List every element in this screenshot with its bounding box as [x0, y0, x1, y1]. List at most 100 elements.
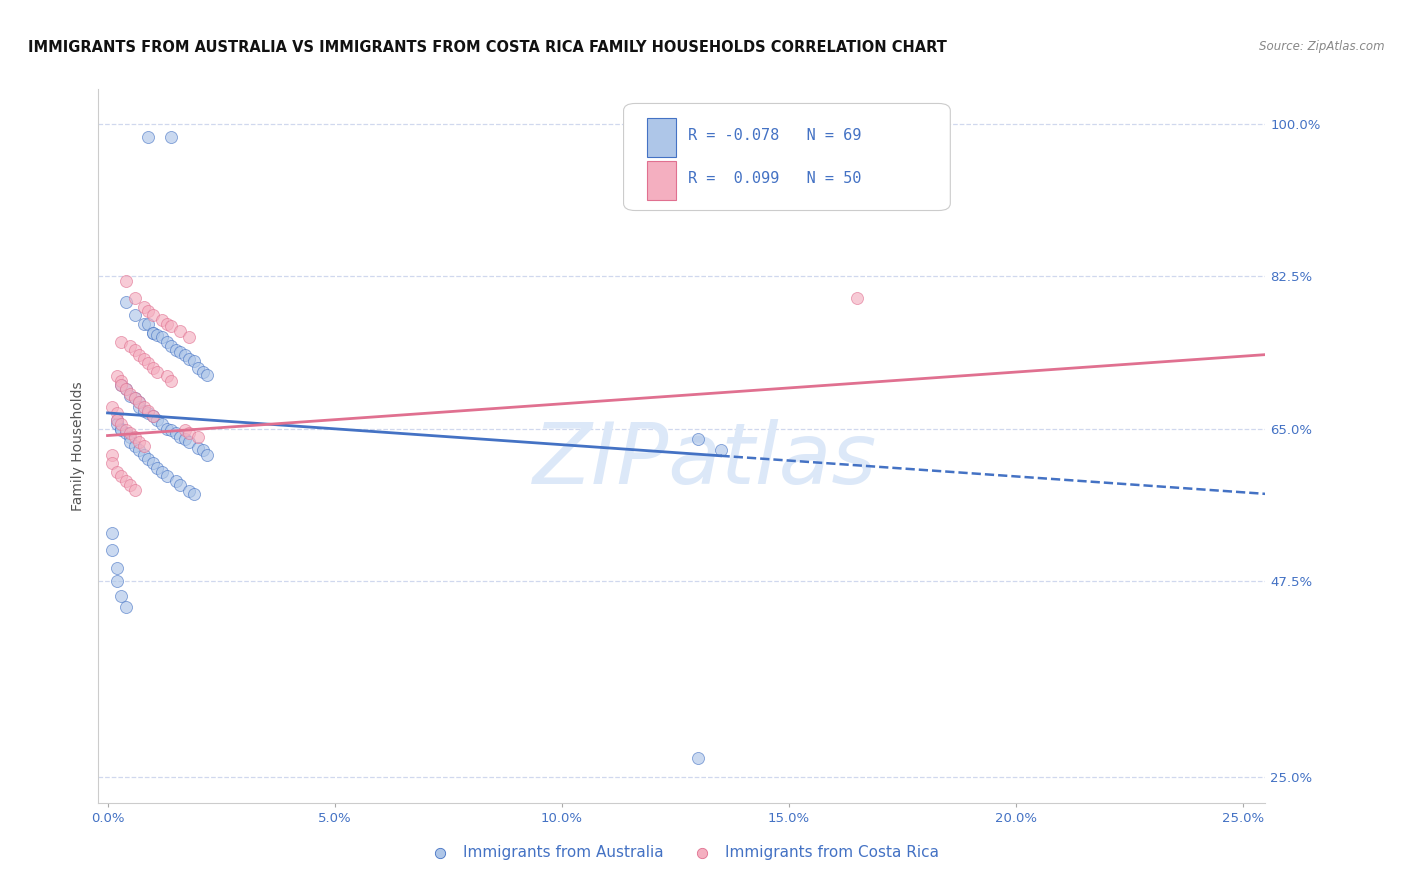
Point — [179, 330, 201, 344]
Point — [128, 395, 150, 409]
Point — [165, 425, 187, 440]
Point — [173, 348, 195, 362]
Point — [191, 443, 214, 458]
Point — [142, 409, 165, 423]
Point — [146, 460, 169, 475]
Point — [160, 318, 183, 333]
Point — [197, 368, 219, 382]
Text: IMMIGRANTS FROM AUSTRALIA VS IMMIGRANTS FROM COSTA RICA FAMILY HOUSEHOLDS CORREL: IMMIGRANTS FROM AUSTRALIA VS IMMIGRANTS … — [28, 40, 948, 55]
Text: ZIPatlas: ZIPatlas — [533, 418, 877, 502]
Point — [138, 304, 160, 318]
Point — [155, 421, 177, 435]
Point — [120, 478, 142, 492]
Point — [124, 391, 146, 405]
Point — [105, 413, 128, 427]
Point — [146, 327, 169, 342]
Point — [101, 448, 124, 462]
Point — [128, 434, 150, 449]
Text: Source: ZipAtlas.com: Source: ZipAtlas.com — [1260, 40, 1385, 54]
Point — [179, 434, 201, 449]
Point — [150, 465, 173, 479]
Point — [101, 543, 124, 558]
Point — [105, 417, 128, 432]
Point — [110, 374, 132, 388]
Point — [138, 404, 160, 418]
Point — [110, 378, 132, 392]
Point — [138, 452, 160, 467]
Point — [120, 339, 142, 353]
Text: R = -0.078   N = 69: R = -0.078 N = 69 — [688, 128, 860, 144]
Point — [124, 343, 146, 358]
Point — [686, 432, 709, 446]
Point — [138, 130, 160, 145]
Point — [132, 439, 155, 453]
Point — [155, 469, 177, 483]
Bar — [647, 161, 676, 200]
Point — [124, 483, 146, 497]
Point — [132, 404, 155, 418]
Point — [845, 291, 868, 305]
Point — [150, 330, 173, 344]
Point — [142, 309, 165, 323]
Point — [105, 465, 128, 479]
Point — [128, 443, 150, 458]
Point — [101, 400, 124, 414]
Point — [114, 599, 136, 614]
Point — [120, 430, 142, 444]
Point — [179, 484, 201, 499]
Point — [110, 417, 132, 432]
Point — [132, 300, 155, 314]
Point — [146, 365, 169, 379]
Point — [120, 434, 142, 449]
Point — [179, 425, 201, 440]
Point — [169, 430, 191, 444]
Point — [114, 383, 136, 397]
Point — [114, 383, 136, 397]
Point — [150, 417, 173, 432]
Point — [105, 369, 128, 384]
Point — [179, 351, 201, 366]
Point — [160, 374, 183, 388]
Point — [110, 421, 132, 435]
Point — [132, 351, 155, 366]
Point — [160, 339, 183, 353]
Point — [160, 130, 183, 145]
Point — [128, 348, 150, 362]
Y-axis label: Family Households: Family Households — [72, 381, 86, 511]
Point — [105, 413, 128, 427]
Point — [114, 274, 136, 288]
Point — [150, 313, 173, 327]
Point — [187, 441, 209, 455]
Point — [110, 378, 132, 392]
Point — [124, 439, 146, 453]
Point — [173, 423, 195, 437]
Point — [128, 395, 150, 409]
Point — [120, 425, 142, 440]
Point — [110, 589, 132, 603]
Point — [160, 423, 183, 437]
Point — [105, 574, 128, 588]
Point — [114, 423, 136, 437]
Point — [110, 334, 132, 349]
Point — [173, 432, 195, 446]
Point — [146, 413, 169, 427]
Point — [686, 750, 709, 764]
Point — [155, 369, 177, 384]
Point — [169, 478, 191, 492]
Point — [197, 448, 219, 462]
Point — [142, 360, 165, 375]
Point — [169, 345, 191, 359]
Point — [142, 326, 165, 340]
Point — [142, 457, 165, 471]
Point — [155, 317, 177, 331]
Point — [110, 423, 132, 437]
Point — [105, 406, 128, 420]
Point — [124, 309, 146, 323]
Point — [128, 400, 150, 414]
Point — [114, 474, 136, 488]
Text: R =  0.099   N = 50: R = 0.099 N = 50 — [688, 171, 860, 186]
Point — [155, 334, 177, 349]
Point — [187, 430, 209, 444]
Point — [114, 295, 136, 310]
Point — [124, 391, 146, 405]
